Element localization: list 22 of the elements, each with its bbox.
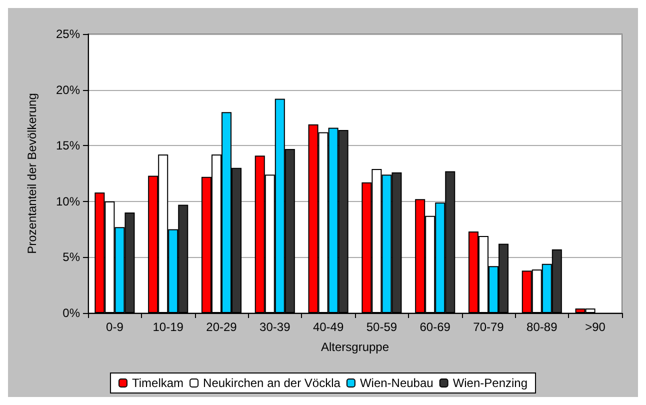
legend-label: Wien-Penzing: [452, 376, 528, 390]
x-tick-label: 0-9: [106, 320, 124, 334]
x-tick-label: 80-89: [526, 320, 558, 334]
legend-label: Wien-Neubau: [360, 376, 434, 390]
legend-label: Timelkam: [132, 376, 184, 390]
legend-label: Neukirchen an der Vöckla: [203, 376, 341, 390]
y-axis-title: Prozentanteil der Bevölkerung: [25, 93, 39, 254]
y-tick-label: 5%: [62, 250, 80, 264]
x-tick-label: 50-59: [366, 320, 398, 334]
x-tick-label: 30-39: [260, 320, 291, 334]
x-tick-label: >90: [585, 320, 606, 334]
x-axis-title: Altersgruppe: [320, 340, 390, 354]
y-tick-label: 0%: [62, 306, 80, 320]
x-tick-label: 20-29: [206, 320, 238, 334]
x-tick-label: 40-49: [312, 320, 344, 334]
y-tick-label: 15%: [56, 138, 80, 153]
x-tick-label: 70-79: [473, 320, 504, 334]
y-tick-label: 25%: [56, 27, 80, 41]
y-tick-label: 10%: [56, 194, 80, 208]
x-tick-label: 10-19: [152, 320, 184, 334]
y-tick-label: 20%: [56, 82, 80, 97]
x-tick-label: 60-69: [420, 320, 451, 334]
